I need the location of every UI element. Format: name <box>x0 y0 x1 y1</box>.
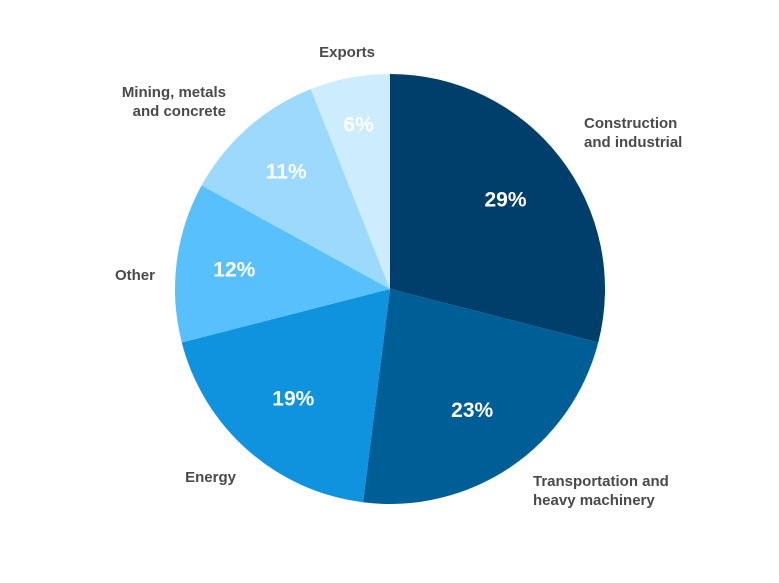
slice-category-label-line: and industrial <box>584 134 682 151</box>
category-labels-layer: Construction and industrial Transportation… <box>115 44 682 509</box>
slice-percent-label-0: 29% <box>485 188 527 211</box>
slice-category-label-4: Mining, metals and concrete <box>122 84 226 120</box>
percent-labels-layer: 29% 23% 19% 12% 11% 6% <box>213 113 527 422</box>
slice-category-label-line: Transportation and <box>533 473 669 490</box>
slice-category-label-3: Other <box>115 267 155 284</box>
slice-category-label-0: Construction and industrial <box>584 115 682 151</box>
slice-percent-label-3: 12% <box>213 258 255 281</box>
slice-category-label-2: Energy <box>185 469 237 486</box>
slice-category-label-line: Mining, metals <box>122 84 226 101</box>
pie-slice-1 <box>363 289 599 505</box>
slice-percent-label-5: 6% <box>343 113 374 136</box>
slice-category-label-line: Exports <box>319 44 375 61</box>
slice-category-label-line: Construction <box>584 115 677 132</box>
pie-slice-4 <box>201 89 390 289</box>
pie-slice-2 <box>181 289 390 503</box>
pie-slice-5 <box>310 74 390 289</box>
slices-layer <box>175 74 605 505</box>
slice-category-label-line: Other <box>115 267 155 284</box>
slice-category-label-line: Energy <box>185 469 237 486</box>
slice-category-label-5: Exports <box>319 44 375 61</box>
slice-percent-label-1: 23% <box>451 399 493 422</box>
pie-slice-0 <box>390 74 605 343</box>
slice-category-label-line: heavy machinery <box>533 492 655 509</box>
pie-slice-3 <box>175 185 390 343</box>
slice-category-label-line: and concrete <box>133 103 226 120</box>
slice-percent-label-2: 19% <box>272 388 314 411</box>
slice-percent-label-4: 11% <box>266 160 307 183</box>
slice-category-label-1: Transportation and heavy machinery <box>533 473 669 509</box>
